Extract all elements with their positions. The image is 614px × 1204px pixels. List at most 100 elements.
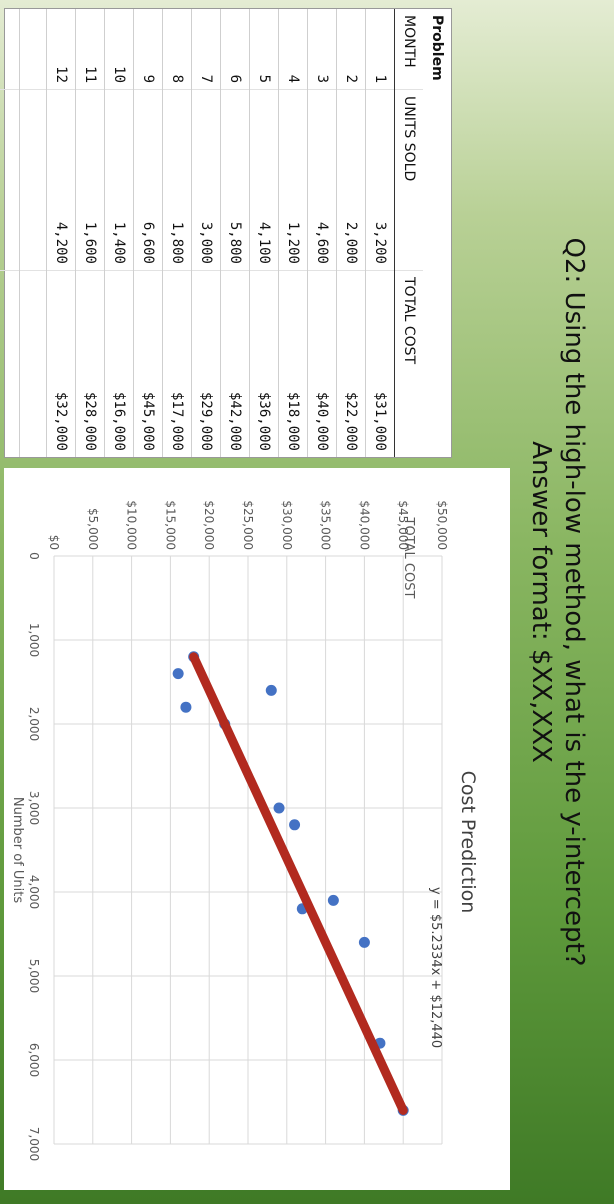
x-tick-label: 1,000 (27, 623, 41, 657)
total-cost-cell: $29,000 (191, 270, 221, 457)
chart-canvas: $0 $5,000 $10,000 $15,000 $20,000 $25,000 $30,… (10, 500, 479, 1161)
units-sold-cell: 4,200 (46, 89, 76, 271)
blank-cell (0, 9, 20, 90)
header-units-sold: UNITS SOLD (394, 89, 423, 271)
blank-cell (19, 89, 47, 271)
data-table: Problem MONTH UNITS SOLD TOTAL COST 1 3,2… (0, 8, 452, 458)
scatter-point (265, 684, 277, 696)
trendline (189, 652, 408, 1115)
problem-label: Problem (429, 15, 445, 81)
units-sold-cell: 1,800 (162, 89, 192, 271)
month-cell: 1 (365, 9, 395, 90)
units-sold-cell: 2,000 (336, 89, 366, 271)
y-tick-label: $35,000 (319, 500, 333, 550)
trendline-layer (189, 652, 408, 1115)
units-sold-cell: 3,200 (365, 89, 395, 271)
table-row: 10 1,400 $16,000 (104, 9, 134, 457)
answer-format: Answer format: $XX,XXX (526, 441, 556, 763)
total-cost-cell: $28,000 (75, 270, 105, 457)
units-sold-cell: 1,400 (104, 89, 134, 271)
table-row: 11 1,600 $28,000 (75, 9, 105, 457)
table-row: 3 4,600 $40,000 (307, 9, 337, 457)
month-cell: 9 (133, 9, 163, 90)
y-tick-label: $5,000 (86, 508, 100, 550)
scatter-point (172, 668, 184, 680)
total-cost-cell: $18,000 (278, 270, 308, 457)
month-cell: 2 (336, 9, 366, 90)
trendline-equation: y = $5.2334x + $12,440 (428, 887, 443, 1048)
header-month: MONTH (394, 9, 423, 90)
total-cost-cell: $32,000 (46, 270, 76, 457)
scatter-point (180, 701, 192, 713)
units-sold-cell: 1,200 (278, 89, 308, 271)
table-row: 1 3,200 $31,000 (365, 9, 395, 457)
blank-row (0, 9, 20, 457)
header-total-cost: TOTAL COST (394, 270, 423, 457)
x-tick-label: 6,000 (27, 1043, 41, 1077)
scatter-point (358, 936, 370, 948)
total-cost-cell: $42,000 (220, 270, 250, 457)
table-row: 12 4,200 $32,000 (46, 9, 76, 457)
units-sold-cell: 5,800 (220, 89, 250, 271)
units-sold-cell: 3,000 (191, 89, 221, 271)
units-sold-cell: 6,600 (133, 89, 163, 271)
blank-cell (0, 89, 20, 271)
table-row: 6 5,800 $42,000 (220, 9, 250, 457)
month-cell: 12 (46, 9, 76, 90)
x-tick-label: 5,000 (27, 959, 41, 993)
units-sold-cell: 4,600 (307, 89, 337, 271)
month-cell: 7 (191, 9, 221, 90)
month-cell: 8 (162, 9, 192, 90)
month-cell: 3 (307, 9, 337, 90)
blank-cell (19, 270, 47, 457)
y-tick-label: $50,000 (435, 500, 449, 550)
total-cost-cell: $36,000 (249, 270, 279, 457)
cost-prediction-chart: $0 $5,000 $10,000 $15,000 $20,000 $25,000 $30,… (4, 468, 510, 1190)
total-cost-cell: $31,000 (365, 270, 395, 457)
x-axis-ticks: 0 1,000 2,000 3,000 4,000 5,000 6,000 7,000 (27, 552, 41, 1161)
scatter-point (273, 802, 285, 814)
header-row: MONTH UNITS SOLD TOTAL COST (394, 9, 423, 457)
blank-row (19, 9, 47, 457)
total-cost-cell: $40,000 (307, 270, 337, 457)
y-tick-label: $25,000 (241, 500, 255, 550)
chart-title: Cost Prediction (457, 771, 479, 914)
x-tick-label: 0 (27, 552, 41, 560)
chart-grid (53, 555, 443, 1145)
month-cell: 6 (220, 9, 250, 90)
table-row: 4 1,200 $18,000 (278, 9, 308, 457)
total-cost-cell: $22,000 (336, 270, 366, 457)
y-axis-ticks: $0 $5,000 $10,000 $15,000 $20,000 $25,000 $30,… (47, 500, 449, 550)
x-axis-label: Number of Units (10, 797, 25, 903)
blank-cell (19, 9, 47, 90)
table-row: 2 2,000 $22,000 (336, 9, 366, 457)
table-row: 8 1,800 $17,000 (162, 9, 192, 457)
y-tick-label: $20,000 (202, 500, 216, 550)
table-row: 7 3,000 $29,000 (191, 9, 221, 457)
table-row: 9 6,600 $45,000 (133, 9, 163, 457)
month-cell: 5 (249, 9, 279, 90)
y-tick-label: $10,000 (125, 500, 139, 550)
scatter-point (327, 894, 339, 906)
x-tick-label: 7,000 (27, 1127, 41, 1161)
units-sold-cell: 1,600 (75, 89, 105, 271)
data-table-grid: Problem MONTH UNITS SOLD TOTAL COST 1 3,2… (0, 9, 451, 457)
total-cost-cell: $16,000 (104, 270, 134, 457)
table-row: 5 4,100 $36,000 (249, 9, 279, 457)
question-title: Q2: Using the high-low method, what is t… (559, 237, 589, 967)
month-cell: 4 (278, 9, 308, 90)
x-tick-label: 2,000 (27, 707, 41, 741)
y-tick-label: $45,000 (396, 500, 410, 550)
total-cost-cell: $17,000 (162, 270, 192, 457)
problem-row: Problem (423, 9, 451, 457)
x-tick-label: 3,000 (27, 791, 41, 825)
units-sold-cell: 4,100 (249, 89, 279, 271)
scatter-point (289, 819, 301, 831)
total-cost-cell: $45,000 (133, 270, 163, 457)
month-cell: 11 (75, 9, 105, 90)
x-tick-label: 4,000 (27, 875, 41, 909)
month-cell: 10 (104, 9, 134, 90)
blank-cell (0, 270, 20, 457)
